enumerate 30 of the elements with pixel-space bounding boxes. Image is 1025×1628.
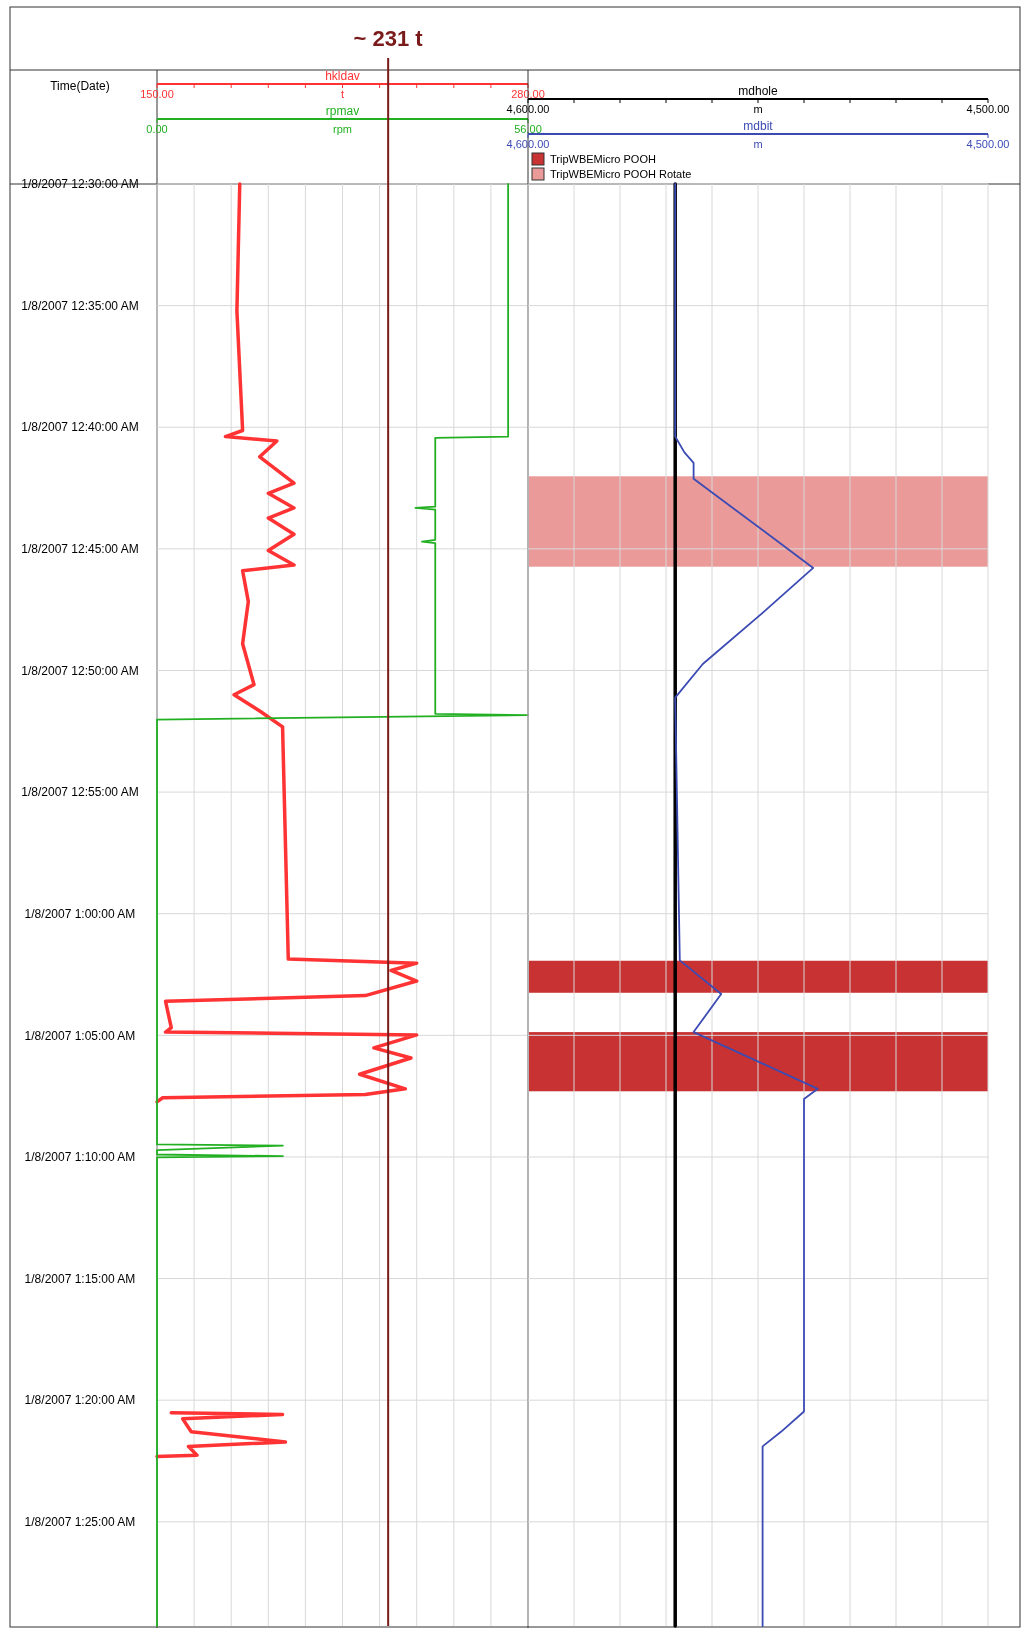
legend-label: TripWBEMicro POOH Rotate [550, 168, 692, 180]
y-tick-label: 1/8/2007 1:05:00 AM [24, 1028, 136, 1043]
x-axis-title: m [753, 103, 763, 115]
y-tick-label: 1/8/2007 12:35:00 AM [21, 298, 139, 313]
x-tick-label: 150.00 [140, 88, 174, 100]
y-tick-label: 1/8/2007 12:30:00 AM [21, 177, 139, 192]
y-axis-title: Time(Date) [50, 79, 110, 93]
x2-tick-label: 4,600.00 [506, 103, 550, 115]
text: mdbit [743, 119, 774, 133]
ref-line-label: ~ 231 t [353, 26, 424, 51]
y-tick-label: 1/8/2007 1:20:00 AM [24, 1393, 136, 1408]
y-tick-label: 1/8/2007 12:40:00 AM [21, 420, 139, 435]
y-tick-label: 1/8/2007 1:00:00 AM [24, 906, 136, 921]
x-tick-label: 280.00 [511, 88, 545, 100]
text: rpmav [325, 104, 360, 118]
x-axis-title: t [340, 88, 345, 100]
x2-axis-title: rpm [333, 123, 352, 135]
y-tick-label: 1/8/2007 12:55:00 AM [21, 785, 139, 800]
y-tick-label: 1/8/2007 1:10:00 AM [24, 1150, 136, 1165]
y-tick-label: 1/8/2007 12:45:00 AM [21, 542, 139, 557]
x2-tick-label: 56.00 [514, 123, 542, 135]
y-tick-label: 1/8/2007 1:25:00 AM [24, 1515, 136, 1530]
x2-tick-label: 0.00 [146, 123, 168, 135]
legend-label: TripWBEMicro POOH [550, 153, 656, 165]
x2-tick-label: 4,500.00 [966, 103, 1010, 115]
text: mdhole [738, 84, 778, 98]
y-tick-label: 1/8/2007 12:50:00 AM [21, 663, 139, 678]
x2-axis-title: m [753, 138, 763, 150]
text: hkldav [325, 69, 360, 83]
y-tick-label: 1/8/2007 1:15:00 AM [24, 1271, 136, 1286]
